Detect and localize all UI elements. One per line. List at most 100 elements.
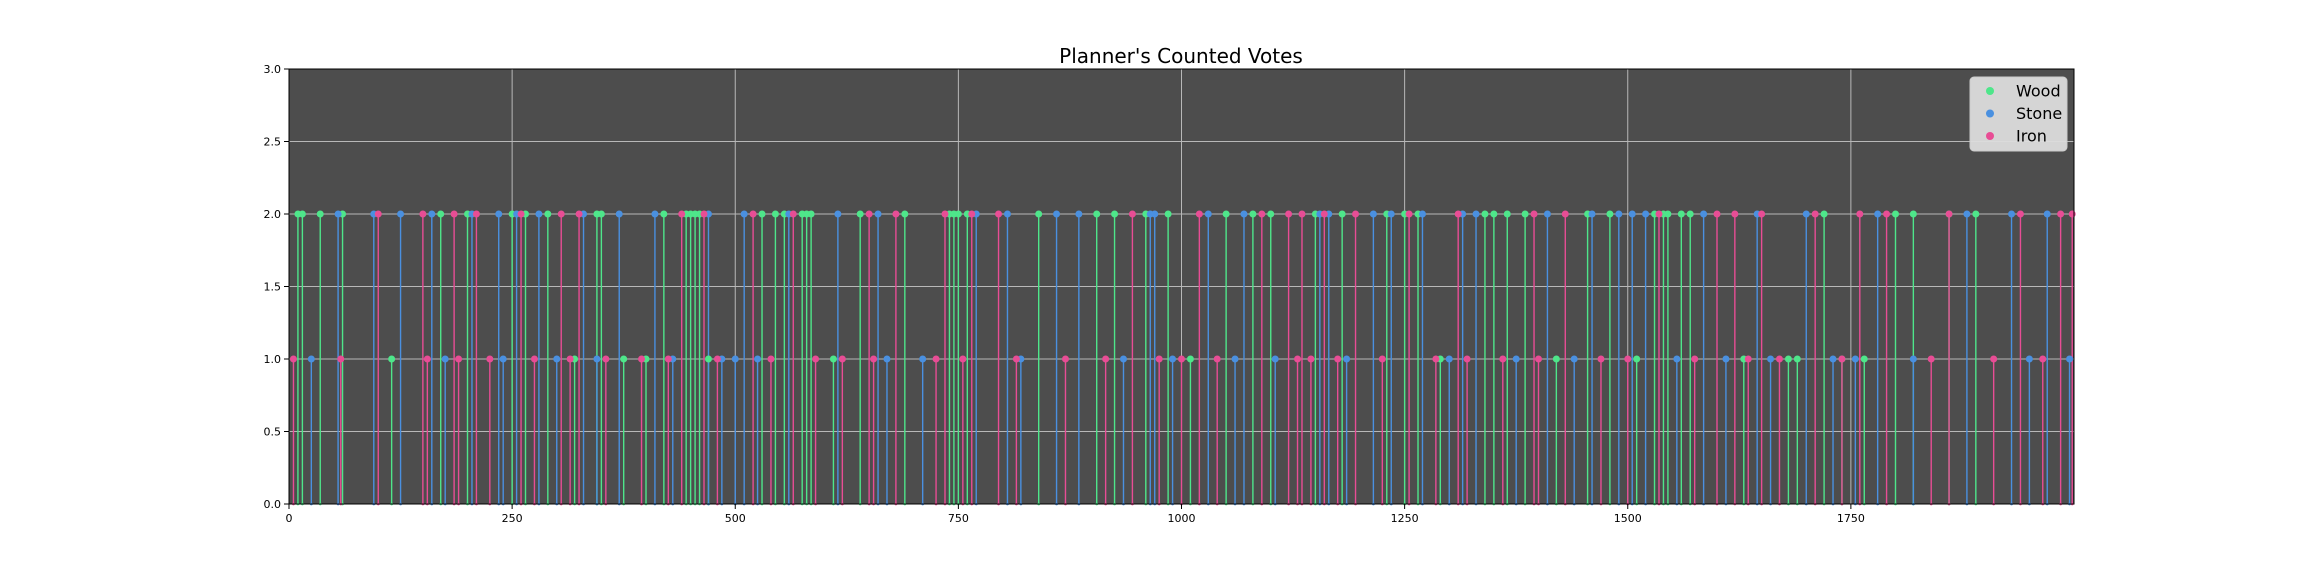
iron-point: [1758, 210, 1766, 218]
iron-point: [1655, 210, 1663, 218]
stone-point: [1387, 210, 1395, 218]
iron-point: [557, 210, 565, 218]
wood-point: [1892, 210, 1899, 218]
stone-point: [1874, 210, 1882, 218]
wood-point: [1664, 210, 1672, 218]
stone-point: [1075, 210, 1083, 218]
iron-point: [530, 355, 538, 363]
iron-point: [419, 210, 427, 218]
legend-iron-label: Iron: [2016, 127, 2047, 146]
iron-point: [1061, 355, 1069, 363]
stone-point: [1169, 355, 1177, 363]
stone-point: [834, 210, 842, 218]
legend-box: [1969, 76, 2068, 152]
y-tick-label: 0.0: [264, 498, 282, 511]
legend-wood-label: Wood: [2016, 82, 2061, 101]
stone-point: [1628, 210, 1636, 218]
iron-point: [700, 210, 708, 218]
stone-point: [397, 210, 405, 218]
iron-point: [1258, 210, 1266, 218]
stone-point: [2066, 355, 2074, 363]
iron-point: [1012, 355, 1020, 363]
wood-point: [620, 355, 628, 363]
legend-iron-marker: [1986, 132, 1994, 140]
wood-point: [1677, 210, 1685, 218]
stone-point: [593, 355, 601, 363]
iron-point: [995, 210, 1003, 218]
stone-point: [441, 355, 449, 363]
stone-point: [1909, 355, 1917, 363]
stone-point: [1512, 355, 1520, 363]
stone-point: [1570, 355, 1578, 363]
iron-point: [1713, 210, 1721, 218]
wood-point: [758, 210, 766, 218]
iron-point: [870, 355, 878, 363]
stem-markers: [289, 210, 2076, 506]
iron-point: [767, 355, 775, 363]
wood-point: [1793, 355, 1801, 363]
iron-point: [1624, 355, 1632, 363]
iron-point: [1213, 355, 1221, 363]
stone-point: [1543, 210, 1551, 218]
iron-point: [638, 355, 646, 363]
iron-point: [678, 210, 686, 218]
stone-point: [1700, 210, 1708, 218]
iron-point: [1294, 355, 1302, 363]
iron-point: [1530, 210, 1538, 218]
y-tick-label: 0.5: [264, 426, 282, 439]
iron-point: [1775, 355, 1783, 363]
x-tick-label: 1000: [1168, 512, 1196, 525]
wood-point: [771, 210, 779, 218]
stone-point: [2043, 210, 2051, 218]
stone-point: [731, 355, 739, 363]
wood-point: [1606, 210, 1614, 218]
iron-point: [1285, 210, 1293, 218]
wood-point: [954, 210, 962, 218]
wood-point: [1267, 210, 1275, 218]
y-tick-label: 1.0: [264, 353, 282, 366]
wood-point: [1503, 210, 1511, 218]
stone-point: [1722, 355, 1730, 363]
stone-point: [1119, 355, 1127, 363]
iron-point: [1945, 210, 1953, 218]
iron-point: [1352, 210, 1360, 218]
iron-point: [1561, 210, 1569, 218]
stone-point: [1963, 210, 1971, 218]
x-tick-label: 1250: [1391, 512, 1419, 525]
iron-point: [1298, 210, 1306, 218]
stone-point: [1003, 210, 1011, 218]
iron-point: [1597, 355, 1605, 363]
wood-point: [1186, 355, 1194, 363]
x-tick-label: 500: [725, 512, 746, 525]
stone-point: [1343, 355, 1351, 363]
iron-point: [423, 355, 431, 363]
iron-point: [1195, 210, 1203, 218]
iron-point: [2057, 210, 2065, 218]
iron-point: [486, 355, 494, 363]
stone-point: [740, 210, 748, 218]
iron-point: [1499, 355, 1507, 363]
iron-point: [575, 210, 583, 218]
wood-point: [1972, 210, 1980, 218]
stone-point: [1829, 355, 1837, 363]
stone-point: [495, 210, 503, 218]
iron-point: [1990, 355, 1998, 363]
stone-point: [535, 210, 543, 218]
legend-stone-marker: [1986, 109, 1994, 118]
stone-point: [1851, 355, 1859, 363]
stone-point: [499, 355, 507, 363]
iron-point: [959, 355, 967, 363]
iron-point: [1883, 210, 1891, 218]
iron-point: [2016, 210, 2024, 218]
wood-point: [1820, 210, 1828, 218]
legend-stone-label: Stone: [2016, 104, 2062, 123]
stone-point: [754, 355, 762, 363]
wood-point: [1222, 210, 1230, 218]
iron-point: [1378, 355, 1386, 363]
iron-point: [1454, 210, 1462, 218]
iron-point: [1334, 355, 1342, 363]
wood-point: [316, 210, 324, 218]
wood-point: [1249, 210, 1257, 218]
stone-point: [307, 355, 315, 363]
